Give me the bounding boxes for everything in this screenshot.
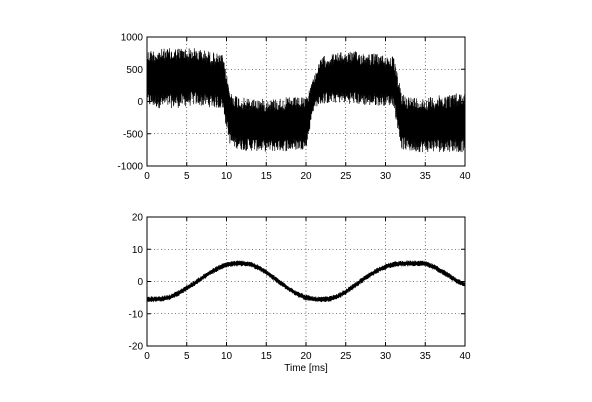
top-plot-x-ticks: 0 5 10 15 20 25 30 35 40	[144, 37, 471, 182]
bottom-plot-x-tick-label: 40	[459, 351, 471, 362]
bottom-plot-x-tick-label: 30	[380, 351, 392, 362]
bottom-plot-y-ticks: -20 -10 0 10 20	[129, 213, 465, 353]
bottom-plot: 0 5 10 15 20 25 30 35 40 -20 -10 0 10 20 Time [ms]	[129, 213, 471, 375]
bottom-plot-x-tick-label: 5	[184, 351, 190, 362]
top-plot-y-ticks: -1000 -500 0 500 1000	[117, 33, 465, 173]
top-plot-x-tick-label: 0	[144, 171, 150, 182]
top-plot-y-tick-label: -500	[123, 129, 143, 140]
bottom-plot-series-line	[146, 260, 466, 303]
top-plot-y-tick-label: -1000	[117, 162, 143, 173]
bottom-plot-x-axis-label: Time [ms]	[284, 363, 328, 374]
bottom-plot-y-tick-label: -20	[129, 342, 144, 353]
bottom-plot-x-tick-label: 35	[420, 351, 432, 362]
top-plot-x-tick-label: 10	[221, 171, 233, 182]
top-plot-x-tick-label: 5	[184, 171, 190, 182]
top-plot-x-tick-label: 35	[420, 171, 432, 182]
top-plot-x-tick-label: 15	[261, 171, 273, 182]
bottom-plot-x-tick-label: 0	[144, 351, 150, 362]
bottom-plot-y-tick-label: 0	[137, 277, 143, 288]
top-plot-x-tick-label: 25	[340, 171, 352, 182]
bottom-plot-x-tick-label: 15	[261, 351, 273, 362]
bottom-plot-x-tick-label: 10	[221, 351, 233, 362]
bottom-plot-x-ticks: 0 5 10 15 20 25 30 35 40	[144, 217, 471, 362]
top-plot-y-tick-label: 500	[126, 65, 143, 76]
top-plot-x-tick-label: 40	[459, 171, 471, 182]
top-plot: 0 5 10 15 20 25 30 35 40 -1000 -500 0 500 1000	[117, 33, 471, 183]
bottom-plot-y-tick-label: 20	[132, 213, 144, 224]
top-plot-series	[146, 48, 466, 153]
top-plot-y-tick-label: 1000	[121, 33, 144, 44]
bottom-plot-x-tick-label: 25	[340, 351, 352, 362]
top-plot-series-line	[146, 48, 466, 153]
bottom-plot-series	[146, 260, 466, 303]
bottom-plot-x-tick-label: 20	[300, 351, 312, 362]
bottom-plot-y-tick-label: -10	[129, 309, 144, 320]
bottom-plot-y-tick-label: 10	[132, 245, 144, 256]
top-plot-x-tick-label: 30	[380, 171, 392, 182]
top-plot-x-tick-label: 20	[300, 171, 312, 182]
top-plot-y-tick-label: 0	[137, 97, 143, 108]
